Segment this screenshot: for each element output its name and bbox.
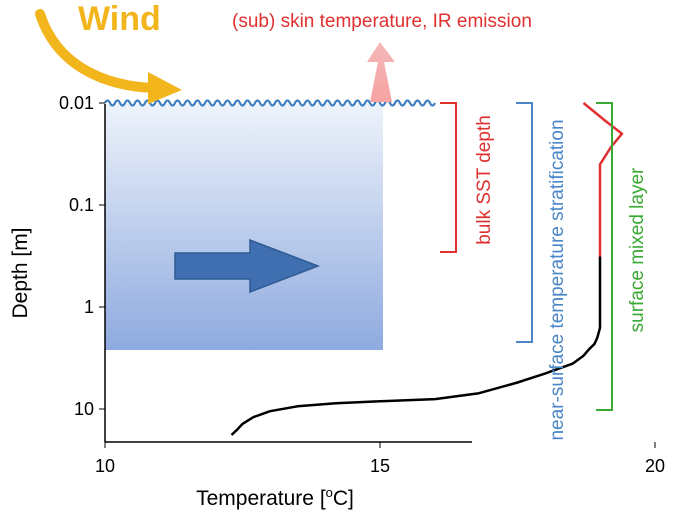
ir-emission-arrow	[367, 42, 395, 102]
surface-waves	[104, 99, 436, 107]
skin-temperature-label: (sub) skin temperature, IR emission	[232, 11, 532, 32]
axes: 10 15 20 0.01 0.1 1 10 Temperature [oC] Depth…	[9, 93, 665, 510]
near-surface-label: near-surface temperature stratification	[547, 119, 568, 440]
y-axis-title: Depth [m]	[9, 227, 32, 318]
water-column	[105, 104, 383, 350]
wind-arrow	[35, 9, 165, 93]
x-tick-label: 10	[95, 456, 115, 476]
wind-label: Wind	[78, 0, 161, 38]
y-tick-label: 10	[74, 399, 94, 419]
x-tick-label: 20	[645, 456, 665, 476]
wind-arrowhead	[148, 72, 182, 104]
y-tick-label: 0.01	[59, 93, 94, 113]
near-surface-bracket	[516, 102, 533, 343]
y-tick-label: 0.1	[69, 195, 94, 215]
temperature-profile-bulk	[230, 256, 602, 436]
x-axis-title: Temperature [oC]	[196, 485, 354, 510]
mixed-layer-label: surface mixed layer	[627, 167, 648, 332]
current-arrow	[174, 238, 321, 294]
mixed-layer-bracket	[596, 102, 613, 411]
bulk-sst-bracket	[440, 102, 457, 253]
bulk-sst-label: bulk SST depth	[474, 115, 495, 245]
temperature-profile-skin	[582, 102, 624, 257]
y-tick-label: 1	[84, 297, 94, 317]
x-tick-label: 15	[370, 456, 390, 476]
